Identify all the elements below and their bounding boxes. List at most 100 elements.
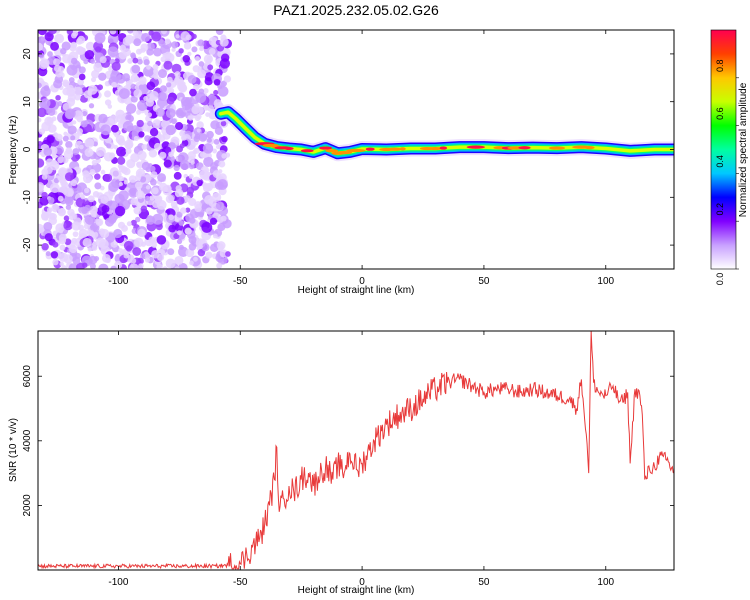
ridge-hotspot [284,146,294,151]
noise-blob [196,121,204,129]
noise-blob [75,197,86,208]
noise-blob [59,244,66,251]
noise-blob [202,143,214,154]
noise-blob [160,30,168,35]
noise-blob [217,179,228,190]
noise-blob [65,204,72,210]
noise-blob [135,190,145,199]
noise-blob [138,131,145,138]
noise-blob [188,163,195,170]
noise-blob [145,93,155,103]
noise-blob [164,38,171,45]
noise-blob [87,84,98,95]
noise-blob [51,204,60,213]
noise-blob [62,135,69,142]
noise-blob [108,114,119,125]
noise-blob [178,83,187,92]
noise-blob [38,36,46,45]
noise-blob [57,156,64,164]
noise-blob [195,92,207,104]
noise-blob [149,128,159,137]
noise-blob [159,85,167,93]
noise-blob [136,119,144,128]
noise-blob [69,244,78,254]
noise-blob [180,207,187,214]
noise-blob [135,48,142,55]
noise-blob [209,217,218,225]
noise-blob [224,152,231,158]
noise-blob [196,179,203,187]
noise-blob [90,58,96,64]
noise-blob [62,53,72,64]
noise-blob [66,30,73,35]
noise-blob [175,34,180,39]
noise-blob [199,169,210,180]
noise-blob [45,251,51,257]
noise-blob [106,201,112,207]
noise-blob [125,147,132,155]
noise-blob [201,243,210,252]
noise-blob [155,107,165,117]
noise-blob [44,116,54,126]
noise-blob [68,77,75,83]
noise-blob [134,174,142,181]
noise-blob [174,255,184,265]
noise-blob [94,32,106,44]
noise-blob [141,32,151,43]
noise-blob [47,124,57,133]
noise-blob [187,115,192,120]
noise-blob [146,64,151,70]
noise-blob [165,194,175,204]
noise-blob [137,58,143,65]
ridge-hotspot [549,146,566,150]
noise-blob [216,262,223,269]
noise-blob [166,76,173,83]
noise-blob [95,218,104,227]
spectrogram-y-tick-label: -10 [22,190,33,205]
noise-blob [100,230,105,235]
noise-blob [109,30,117,35]
noise-blob [152,63,159,70]
noise-blob [122,73,131,82]
noise-blob [95,146,106,157]
noise-blob [137,150,147,161]
noise-blob [125,245,133,252]
ridge-hotspot [387,147,402,151]
noise-blob [39,195,50,206]
noise-blob [157,69,168,79]
noise-blob [187,75,197,84]
noise-blob [205,207,213,215]
spectrogram-y-tick-label: 0 [22,146,33,152]
noise-blob [93,41,104,52]
noise-blob [182,55,191,63]
noise-blob [214,126,224,135]
noise-blob [152,213,164,225]
noise-blob [204,195,214,205]
noise-blob [103,191,114,202]
colorbar-frame [710,29,737,270]
spectrogram-y-tick-label: -20 [22,237,33,252]
noise-blob [112,170,122,180]
noise-blob [40,98,51,109]
noise-blob [213,99,222,108]
noise-blob [151,249,160,259]
noise-blob [111,81,117,88]
noise-blob [38,30,47,36]
ridge-hotspot [319,146,332,150]
noise-blob [132,247,142,256]
noise-blob [183,42,192,50]
noise-blob [47,51,53,57]
noise-blob [220,215,227,222]
noise-blob [203,106,209,111]
noise-blob [171,63,182,74]
noise-blob [91,159,98,166]
noise-blob [210,162,218,170]
snr-y-axis: 2000 4000 6000 [22,365,674,517]
noise-blob [150,178,157,186]
noise-blob [132,57,139,64]
noise-blob [110,265,117,269]
noise-blob [57,195,64,202]
noise-blob [188,174,194,179]
noise-blob [118,190,129,201]
noise-blob [140,43,149,52]
